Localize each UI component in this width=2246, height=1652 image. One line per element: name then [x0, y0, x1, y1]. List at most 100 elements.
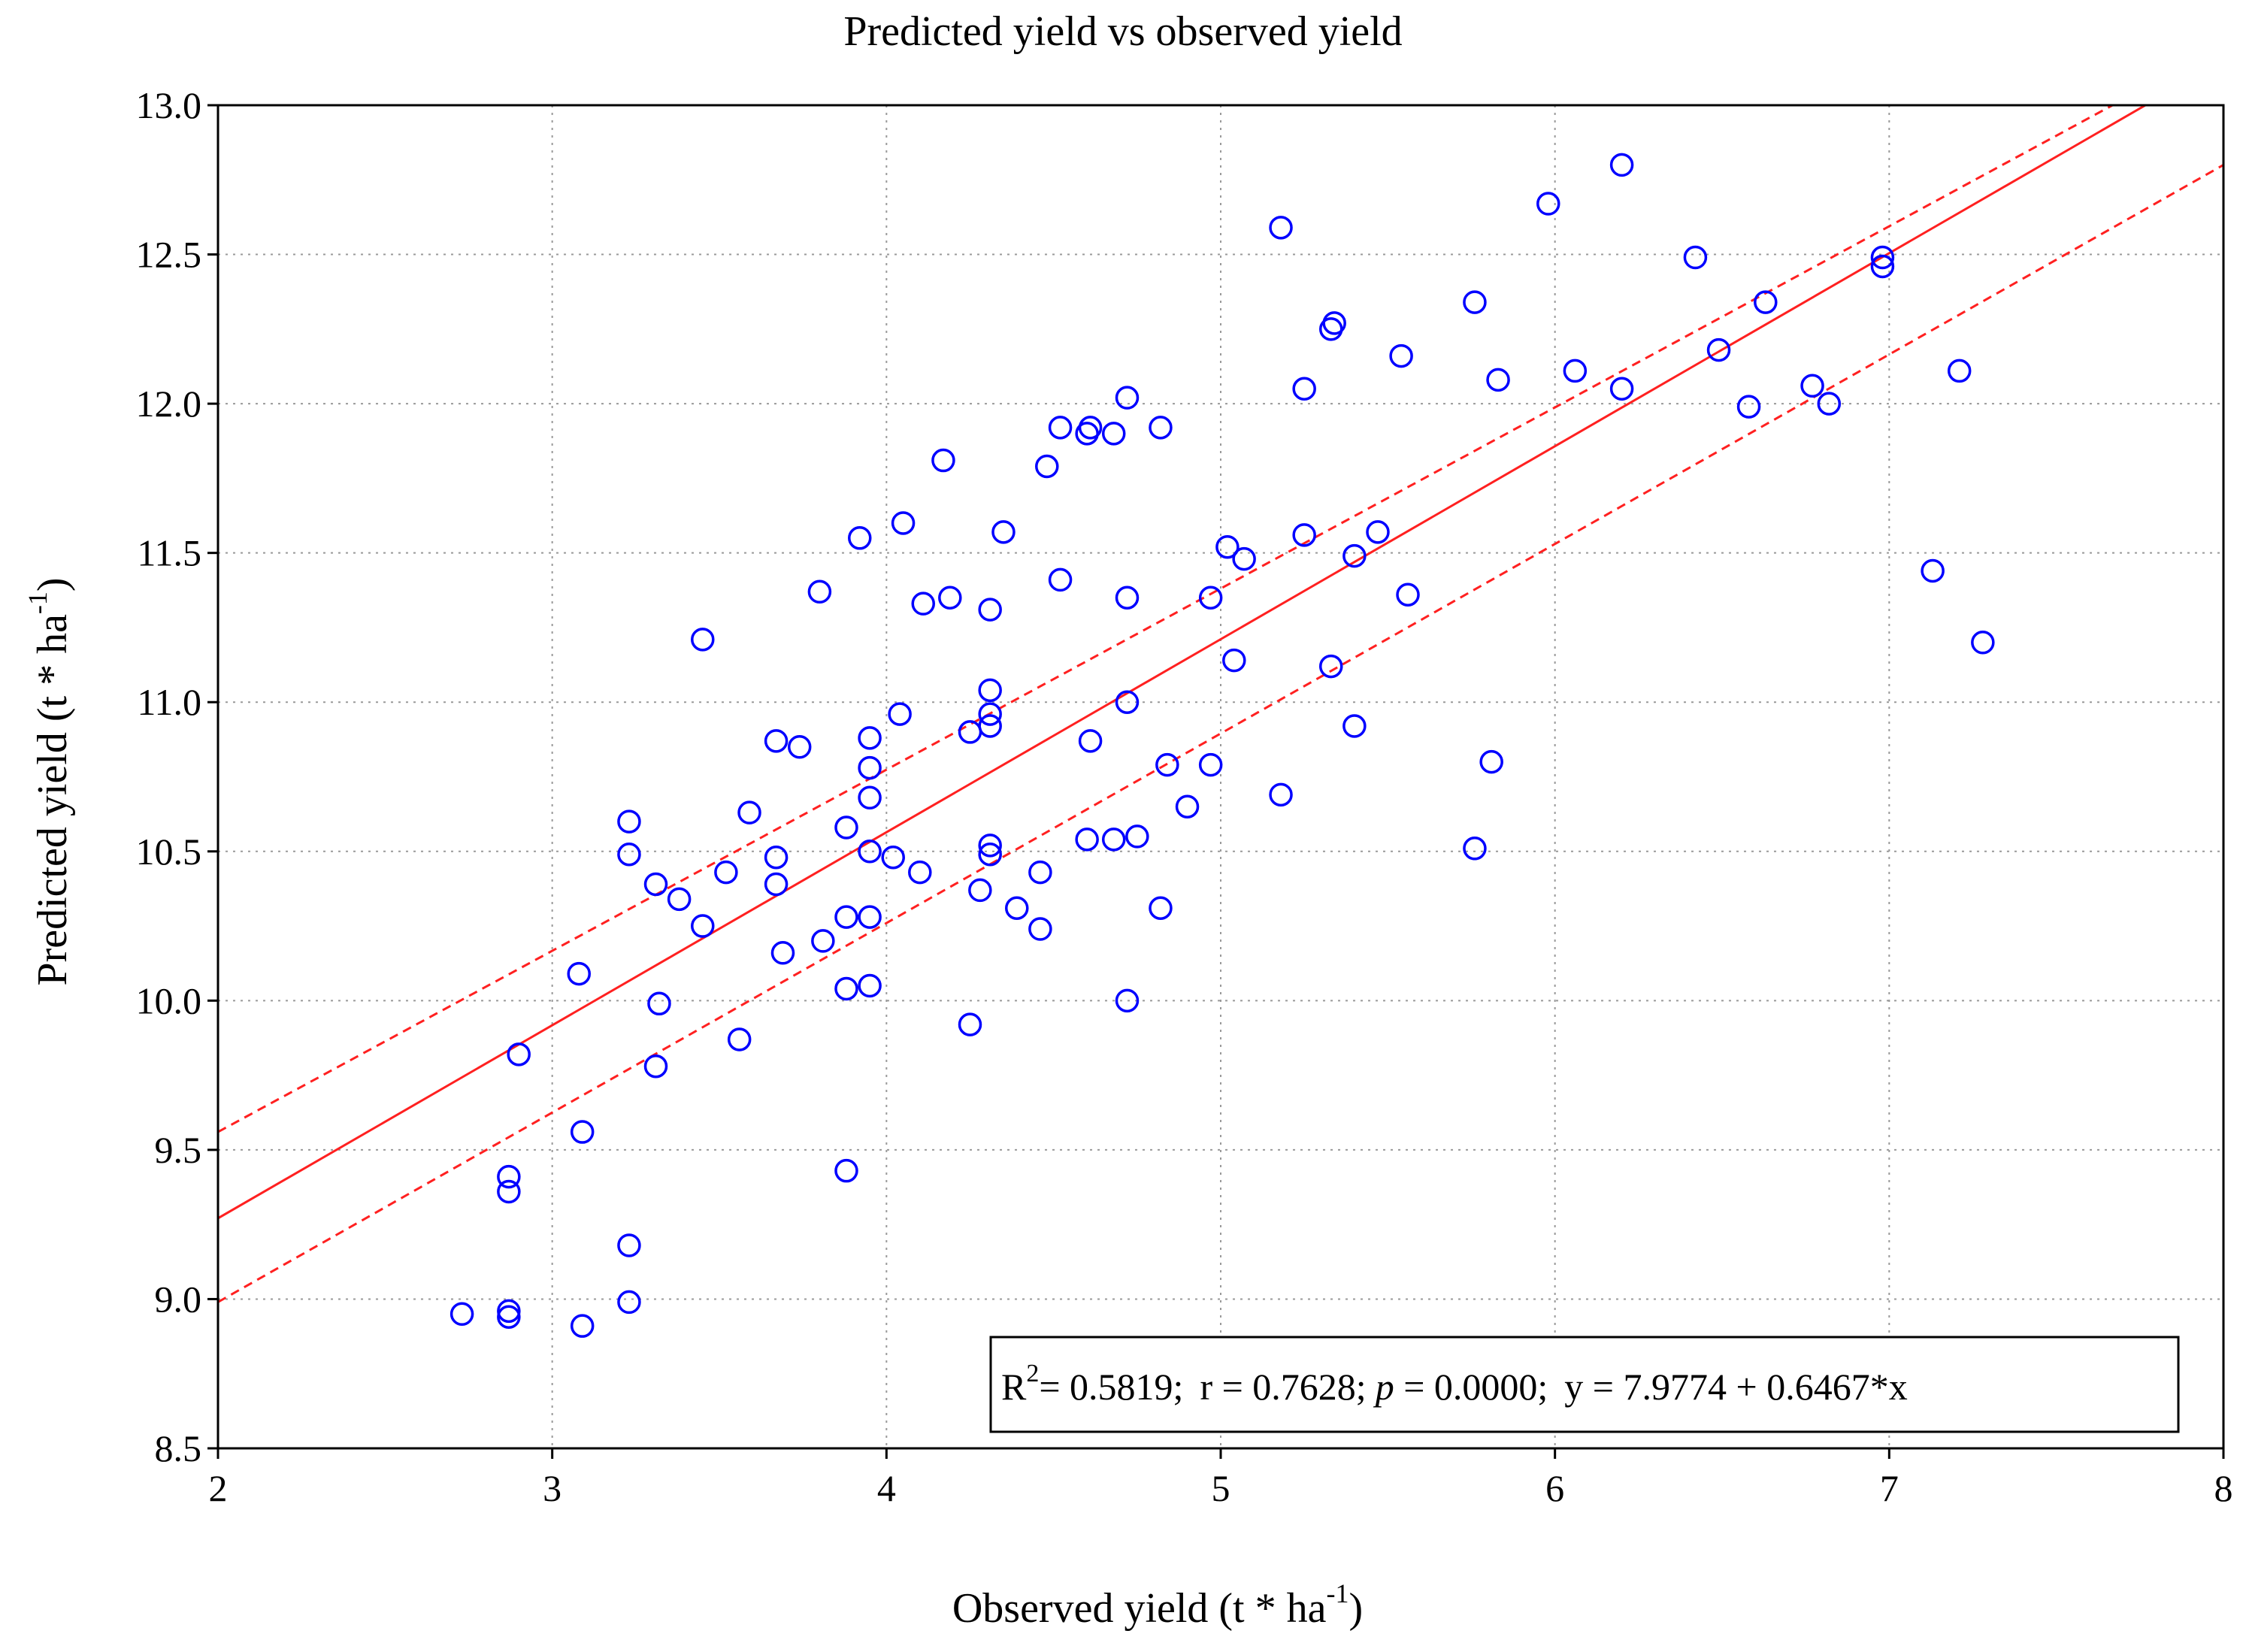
data-point [1342, 543, 1367, 568]
y-tick-label: 8.5 [155, 1427, 202, 1469]
data-point [764, 845, 789, 870]
data-point [497, 1305, 521, 1330]
data-point [714, 860, 738, 885]
stats-box: R2= 0.5819; r = 0.7628; p = 0.0000; y = 7.9… [989, 1336, 2180, 1433]
data-point [1609, 377, 1634, 401]
data-point [978, 678, 1002, 703]
plot-frame [216, 104, 2225, 1450]
data-point [991, 520, 1016, 544]
stats-box-frame [989, 1336, 2180, 1433]
x-tick-label: 8 [2214, 1467, 2233, 1509]
data-point [1292, 523, 1316, 547]
data-point [1198, 752, 1223, 777]
data-point [1115, 690, 1140, 714]
data-point [978, 834, 1002, 858]
data-point [1706, 337, 1731, 362]
data-point [764, 729, 789, 753]
data-point [737, 800, 761, 824]
x-tick-label: 5 [1212, 1467, 1230, 1509]
data-point [1683, 245, 1708, 270]
data-point [1736, 395, 1761, 419]
data-point [958, 720, 982, 744]
data-point [1198, 585, 1223, 610]
data-point [1870, 254, 1895, 279]
y-tick-label: 9.0 [155, 1278, 202, 1320]
stats-r2-value: = 0.5819; [1039, 1366, 1183, 1408]
data-point [617, 1290, 641, 1315]
data-point [1048, 416, 1073, 440]
data-point [1149, 416, 1173, 440]
data-point [1971, 631, 1995, 655]
data-point [497, 1164, 521, 1189]
x-tick-label: 4 [877, 1467, 896, 1509]
data-point [1028, 917, 1052, 941]
data-point [691, 914, 715, 938]
data-point [1232, 546, 1256, 571]
stats-p-symbol: p [1373, 1366, 1394, 1408]
x-axis-ticks: 2 3 4 5 6 7 8 [209, 1448, 2233, 1509]
data-point [570, 1314, 595, 1338]
data-point [643, 1054, 668, 1079]
data-point [1870, 245, 1895, 270]
data-point [507, 1042, 531, 1067]
data-point [1269, 216, 1293, 240]
data-point [1389, 343, 1413, 368]
data-point [834, 905, 858, 929]
data-point [938, 585, 962, 610]
data-point [1175, 794, 1200, 818]
data-point [643, 872, 668, 897]
confidence-upper-line [218, 105, 2115, 1133]
data-point [891, 511, 916, 535]
data-point [1078, 729, 1103, 753]
data-point [617, 842, 641, 867]
data-point [1479, 749, 1503, 774]
data-point [911, 592, 935, 616]
data-point [1101, 828, 1126, 852]
data-point [764, 872, 789, 897]
data-point [450, 1302, 474, 1327]
y-tick-label: 12.0 [136, 383, 202, 425]
data-point [770, 941, 795, 965]
confidence-band [218, 105, 2223, 1303]
data-point [858, 973, 882, 998]
data-point [1035, 454, 1059, 479]
data-point [1115, 988, 1140, 1013]
data-point [667, 887, 692, 912]
data-point [1115, 585, 1140, 610]
data-point [647, 991, 671, 1016]
data-point [968, 878, 992, 903]
chart-title: Predicted yield vs observed yield [843, 8, 1402, 55]
stats-equation: y = 7.9774 + 0.6467*x [1564, 1366, 1907, 1408]
data-point [1947, 359, 1972, 383]
stats-r: r = 0.7628; [1200, 1366, 1366, 1408]
data-point [858, 785, 882, 810]
data-point [497, 1299, 521, 1324]
data-point [1800, 374, 1824, 398]
data-point [834, 815, 858, 840]
data-point [567, 961, 591, 986]
x-tick-label: 2 [209, 1467, 228, 1509]
x-axis-label: Observed yield (t * ha-1) [952, 1578, 1363, 1632]
y-tick-label: 10.0 [136, 979, 202, 1021]
data-point [1754, 290, 1778, 314]
data-point [1342, 714, 1367, 738]
data-point [858, 905, 882, 929]
data-point [1005, 896, 1029, 920]
data-point [881, 845, 905, 870]
regression-line-group [218, 105, 2148, 1220]
data-point [1048, 567, 1073, 592]
y-axis-ticks: 8.5 9.0 9.5 10.0 10.5 11.0 11.5 12.0 12.5 13.0 [136, 84, 218, 1469]
y-tick-label: 12.5 [136, 234, 202, 276]
data-point [1396, 582, 1420, 607]
data-point [1366, 520, 1390, 544]
x-tick-label: 3 [543, 1467, 562, 1509]
stats-r2-sup: 2 [1026, 1360, 1039, 1387]
data-point [858, 755, 882, 780]
data-point [691, 628, 715, 652]
data-points [450, 153, 1995, 1338]
stats-p-value: = 0.0000; [1394, 1366, 1548, 1408]
data-point [617, 809, 641, 834]
x-tick-label: 7 [1880, 1467, 1899, 1509]
data-point [1817, 392, 1842, 416]
